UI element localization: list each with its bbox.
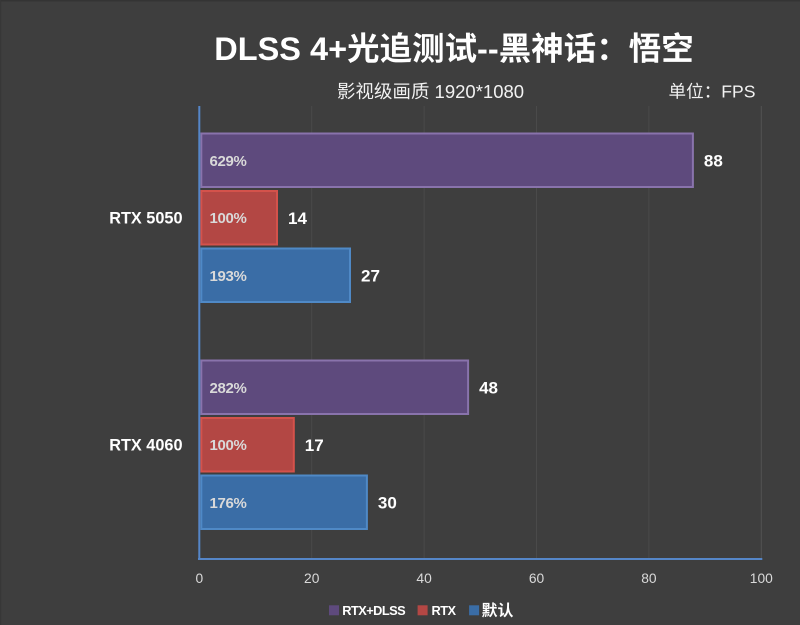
svg-text:100%: 100% bbox=[210, 437, 247, 454]
svg-text:176%: 176% bbox=[210, 495, 247, 512]
svg-text:27: 27 bbox=[361, 266, 380, 285]
svg-text:30: 30 bbox=[378, 493, 397, 512]
svg-text:100: 100 bbox=[750, 571, 773, 586]
svg-text:282%: 282% bbox=[210, 380, 247, 397]
svg-text:100%: 100% bbox=[210, 210, 247, 227]
svg-text:629%: 629% bbox=[210, 153, 247, 170]
svg-text:RTX 5050: RTX 5050 bbox=[109, 210, 182, 228]
svg-text:17: 17 bbox=[305, 436, 324, 455]
svg-text:RTX+DLSS: RTX+DLSS bbox=[342, 603, 406, 618]
svg-text:40: 40 bbox=[416, 571, 432, 586]
svg-text:80: 80 bbox=[641, 571, 657, 586]
svg-text:193%: 193% bbox=[210, 268, 247, 285]
svg-text:DLSS 4+: DLSS 4+ bbox=[214, 31, 347, 67]
svg-text:14: 14 bbox=[288, 209, 307, 228]
svg-text:FPS: FPS bbox=[721, 82, 755, 102]
svg-text:48: 48 bbox=[479, 378, 498, 397]
svg-text:RTX: RTX bbox=[432, 603, 457, 618]
svg-text:88: 88 bbox=[704, 151, 723, 170]
svg-text:--: -- bbox=[477, 31, 499, 67]
svg-text:0: 0 bbox=[195, 571, 203, 586]
svg-text:60: 60 bbox=[529, 571, 545, 586]
svg-text:20: 20 bbox=[304, 571, 320, 586]
svg-text:1920*1080: 1920*1080 bbox=[429, 81, 524, 102]
svg-text:RTX 4060: RTX 4060 bbox=[109, 437, 182, 455]
